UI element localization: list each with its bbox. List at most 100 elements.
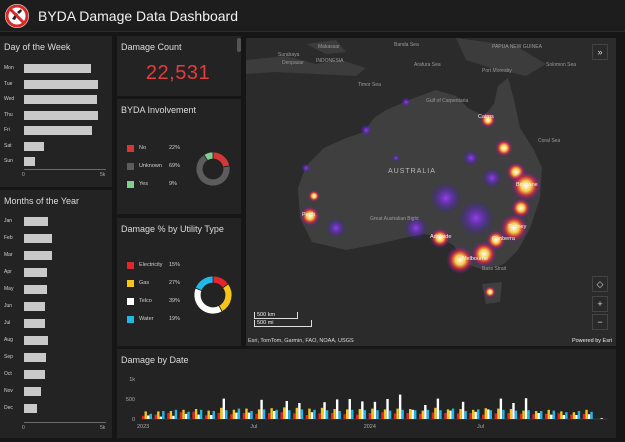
date-chart-bar[interactable]: [565, 412, 568, 419]
date-chart-bar[interactable]: [310, 412, 314, 419]
date-chart-bar[interactable]: [512, 403, 515, 419]
day_of_week-bar[interactable]: [24, 141, 44, 151]
date-chart-bar[interactable]: [245, 408, 248, 419]
date-chart-bar[interactable]: [230, 414, 233, 419]
day_of_week-bar[interactable]: [24, 110, 99, 120]
date-chart-bar[interactable]: [335, 399, 339, 419]
date-chart-bar[interactable]: [172, 415, 175, 419]
day_of_week-bar[interactable]: [24, 157, 35, 166]
months-bar[interactable]: [24, 285, 47, 294]
date-chart-bar[interactable]: [351, 409, 354, 419]
date-chart-bar[interactable]: [192, 411, 195, 419]
date-chart-bar[interactable]: [552, 410, 555, 419]
date-chart-bar[interactable]: [147, 415, 150, 419]
date-chart-bar[interactable]: [431, 412, 435, 419]
date-chart-bar[interactable]: [557, 413, 561, 419]
date-chart-bar[interactable]: [260, 399, 263, 419]
date-chart-bar[interactable]: [235, 412, 238, 419]
date-chart-bar[interactable]: [499, 398, 503, 419]
date-chart-bar[interactable]: [204, 415, 208, 419]
date-chart-bar[interactable]: [323, 402, 326, 419]
date-chart-bar[interactable]: [222, 398, 225, 419]
date-chart-bar[interactable]: [298, 403, 301, 419]
date-chart-bar[interactable]: [368, 413, 372, 419]
date-chart-bar[interactable]: [242, 413, 246, 419]
date-chart-bar[interactable]: [376, 410, 379, 419]
date-chart-bar[interactable]: [396, 408, 399, 419]
date-chart-bar[interactable]: [318, 413, 321, 419]
months-bar[interactable]: [24, 387, 42, 396]
zoom-out-button[interactable]: −: [592, 314, 608, 330]
date-chart-bar[interactable]: [338, 411, 341, 419]
date-chart-bar[interactable]: [285, 401, 288, 419]
utility_type-legend-item[interactable]: Electricity 15%: [127, 260, 189, 270]
date-chart-bar[interactable]: [411, 409, 414, 419]
date-chart-bar[interactable]: [550, 414, 553, 419]
date-chart-bar[interactable]: [464, 411, 467, 419]
date-chart-bar[interactable]: [451, 408, 455, 419]
byda_involvement-slice-no[interactable]: [212, 151, 231, 168]
date-chart-bar[interactable]: [199, 409, 203, 419]
date-chart-bar[interactable]: [343, 414, 346, 419]
date-chart-bar[interactable]: [381, 412, 384, 419]
months-bar[interactable]: [24, 370, 46, 379]
date-chart-bar[interactable]: [456, 413, 460, 419]
utility_type-slice-gas[interactable]: [218, 283, 233, 313]
date-chart-bar[interactable]: [524, 398, 528, 419]
date-chart-bar[interactable]: [295, 407, 299, 419]
date-chart-bar[interactable]: [293, 413, 296, 419]
day_of_week-bar[interactable]: [24, 79, 99, 89]
date-chart-bar[interactable]: [187, 411, 190, 419]
months-bar[interactable]: [24, 404, 37, 413]
date-chart-bar[interactable]: [414, 410, 417, 419]
date-chart-bar[interactable]: [461, 401, 465, 419]
date-chart-bar[interactable]: [388, 410, 392, 419]
date-chart-bar[interactable]: [489, 410, 493, 419]
date-chart-bar[interactable]: [272, 411, 276, 419]
locate-button[interactable]: ◇: [592, 276, 608, 292]
day_of_week-bar[interactable]: [24, 64, 91, 73]
date-chart-bar[interactable]: [154, 414, 157, 419]
date-chart-bar[interactable]: [507, 413, 510, 419]
date-chart-bar[interactable]: [330, 413, 334, 419]
date-chart-bar[interactable]: [421, 410, 424, 419]
date-chart-bar[interactable]: [361, 401, 364, 419]
date-chart-bar[interactable]: [169, 411, 173, 419]
date-chart-bar[interactable]: [333, 409, 336, 419]
date-chart-bar[interactable]: [280, 412, 283, 419]
date-chart-bar[interactable]: [174, 409, 178, 419]
months-bar[interactable]: [24, 353, 47, 362]
utility_type-legend-item[interactable]: Gas 27%: [127, 278, 189, 288]
date-chart-bar[interactable]: [522, 410, 525, 419]
date-chart-bar[interactable]: [346, 409, 349, 419]
date-chart-bar[interactable]: [225, 410, 228, 419]
months-bar[interactable]: [24, 251, 53, 260]
date-chart-bar[interactable]: [250, 411, 253, 419]
date-chart-bar[interactable]: [363, 410, 367, 419]
date-chart-bar[interactable]: [474, 411, 477, 419]
date-chart-bar[interactable]: [419, 413, 422, 419]
date-chart-bar[interactable]: [159, 416, 163, 419]
date-chart-bar[interactable]: [157, 411, 160, 419]
date-chart-bar[interactable]: [217, 413, 220, 419]
date-chart-bar[interactable]: [545, 413, 548, 419]
date-chart-bar[interactable]: [267, 413, 271, 419]
date-chart-bar[interactable]: [348, 399, 351, 419]
months-bar[interactable]: [24, 319, 46, 328]
date-chart-bar[interactable]: [320, 407, 324, 419]
date-chart-bar[interactable]: [509, 409, 513, 419]
date-chart-bar[interactable]: [247, 412, 251, 419]
date-chart-bar[interactable]: [275, 409, 278, 419]
months-bar[interactable]: [24, 217, 49, 226]
map-attribution[interactable]: Esri, TomTom, Garmin, FAO, NOAA, USGS: [248, 338, 354, 344]
panel-scrollbar[interactable]: [237, 38, 241, 52]
date-chart-bar[interactable]: [537, 413, 540, 419]
date-chart-bar[interactable]: [237, 408, 241, 419]
date-chart-bar[interactable]: [197, 414, 200, 419]
utility_type-legend-item[interactable]: Telco 39%: [127, 296, 189, 306]
date-chart-bar[interactable]: [459, 409, 462, 419]
date-chart-bar[interactable]: [300, 409, 304, 419]
months-bar[interactable]: [24, 336, 48, 345]
date-chart-bar[interactable]: [494, 413, 498, 419]
byda_involvement-slice-yes[interactable]: [203, 151, 214, 162]
